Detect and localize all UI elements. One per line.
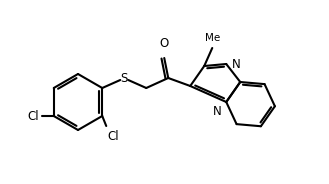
Text: S: S — [120, 72, 128, 84]
Text: O: O — [160, 37, 169, 50]
Text: Me: Me — [205, 33, 220, 43]
Text: Cl: Cl — [27, 109, 39, 123]
Text: N: N — [232, 57, 241, 70]
Text: Cl: Cl — [107, 130, 119, 143]
Text: N: N — [213, 105, 221, 118]
